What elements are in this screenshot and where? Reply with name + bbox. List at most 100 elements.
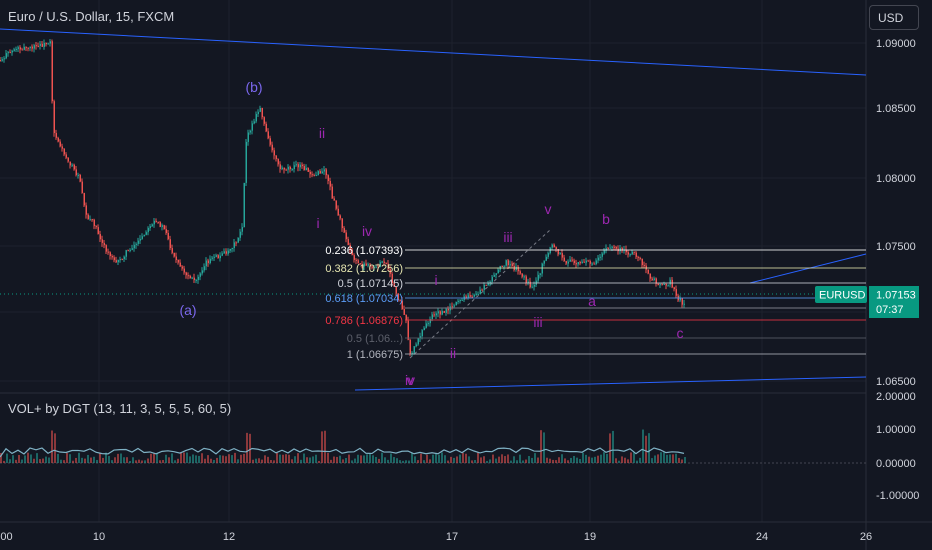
axes[interactable]: 1.09000 1.08500 1.08000 1.07500 1.06500 2.000…	[0, 38, 919, 543]
candle-body	[505, 260, 507, 266]
candle-body	[389, 269, 391, 274]
osc-bar	[555, 460, 557, 463]
candle-body	[309, 171, 311, 175]
fib-anchor-line	[409, 229, 551, 359]
fib-level-label: 1 (1.06675)	[347, 349, 403, 361]
osc-bar	[357, 454, 359, 463]
osc-bar	[222, 455, 224, 463]
candle-body	[471, 296, 473, 298]
osc-bar	[627, 459, 629, 463]
candle-body	[485, 284, 487, 286]
candle-body	[425, 323, 427, 328]
candle-body	[3, 58, 5, 60]
candle-body	[299, 164, 301, 168]
osc-bar	[6, 453, 8, 463]
candle-body	[105, 245, 107, 252]
candle-body	[347, 239, 349, 245]
osc-bar	[573, 455, 575, 463]
candle-body	[673, 287, 675, 290]
osc-bar	[336, 456, 338, 463]
osc-bar	[534, 453, 536, 463]
candle-body	[65, 154, 67, 158]
fib-level-label: 0.786 (1.06876)	[325, 315, 403, 327]
osc-bar	[636, 460, 638, 463]
trendlines[interactable]	[0, 28, 867, 391]
osc-bar	[570, 457, 572, 463]
candle-body	[93, 219, 95, 227]
osc-bar	[75, 457, 77, 463]
candle-body	[177, 259, 179, 263]
candle-body	[169, 239, 171, 249]
price-tag-countdown: 07:37	[876, 304, 904, 316]
candle-body	[371, 266, 373, 268]
osc-bar	[645, 435, 647, 463]
osc-bar	[624, 457, 626, 463]
osc-bar	[63, 460, 65, 463]
candle-body	[167, 233, 169, 240]
osc-bar	[378, 458, 380, 463]
candle-body	[51, 41, 53, 102]
candle-body	[131, 248, 133, 250]
candle-body	[195, 279, 197, 281]
candle-body	[11, 50, 13, 53]
candle-body	[17, 47, 19, 49]
osc-bar	[144, 460, 146, 463]
candle-body	[453, 305, 455, 307]
osc-bar	[66, 452, 68, 463]
wave-label: b	[602, 211, 610, 227]
osc-bar	[399, 460, 401, 463]
osc-bar	[132, 457, 134, 463]
candle-body	[157, 221, 159, 223]
candle-body	[519, 271, 521, 274]
candle-body	[543, 260, 545, 264]
osc-bar	[39, 459, 41, 463]
candle-body	[173, 252, 175, 257]
candle-body	[333, 198, 335, 201]
osc-bar	[615, 458, 617, 463]
candle-body	[155, 220, 157, 222]
osc-bar	[618, 460, 620, 463]
candle-body	[291, 169, 293, 171]
candle-body	[609, 247, 611, 249]
wave-label: c	[677, 325, 684, 341]
candle-body	[475, 294, 477, 296]
candle-body	[313, 175, 315, 177]
candle-body	[465, 296, 467, 298]
candle-body	[199, 273, 201, 277]
osc-bar	[48, 457, 50, 463]
candle-body	[339, 215, 341, 219]
candle-body	[101, 239, 103, 243]
osc-bar	[162, 459, 164, 463]
candle-body	[207, 260, 209, 264]
fib-level-label: 0.236 (1.07393)	[325, 245, 403, 257]
osc-bar	[354, 458, 356, 463]
candle-body	[627, 252, 629, 255]
candle-body	[197, 276, 199, 280]
candle-body	[29, 46, 31, 49]
osc-bar	[669, 454, 671, 463]
candle-body	[559, 253, 561, 255]
currency-button[interactable]: USD	[869, 5, 919, 30]
candle-body	[319, 171, 321, 174]
osc-bar	[279, 454, 281, 463]
osc-bar	[666, 454, 668, 463]
candle-body	[187, 275, 189, 277]
fib-retracement[interactable]: 0.236 (1.07393) 0.382 (1.07256) 0.5 (1.071…	[325, 245, 866, 361]
indicator-legend[interactable]: VOL+ by DGT (13, 11, 3, 5, 5, 5, 60, 5)	[8, 401, 232, 416]
osc-bar	[90, 457, 92, 463]
candle-body	[259, 107, 261, 112]
wave-label: v	[545, 201, 552, 217]
osc-bar	[507, 454, 509, 463]
osc-bar	[411, 452, 413, 463]
osc-bar	[510, 460, 512, 463]
osc-bar	[42, 458, 44, 463]
candle-body	[407, 320, 409, 340]
candle-body	[1, 59, 3, 61]
osc-bar	[306, 457, 308, 463]
candle-body	[23, 46, 25, 50]
candle-body	[89, 219, 91, 221]
osc-bar	[303, 453, 305, 463]
osc-bar	[126, 457, 128, 463]
osc-bar	[372, 455, 374, 463]
